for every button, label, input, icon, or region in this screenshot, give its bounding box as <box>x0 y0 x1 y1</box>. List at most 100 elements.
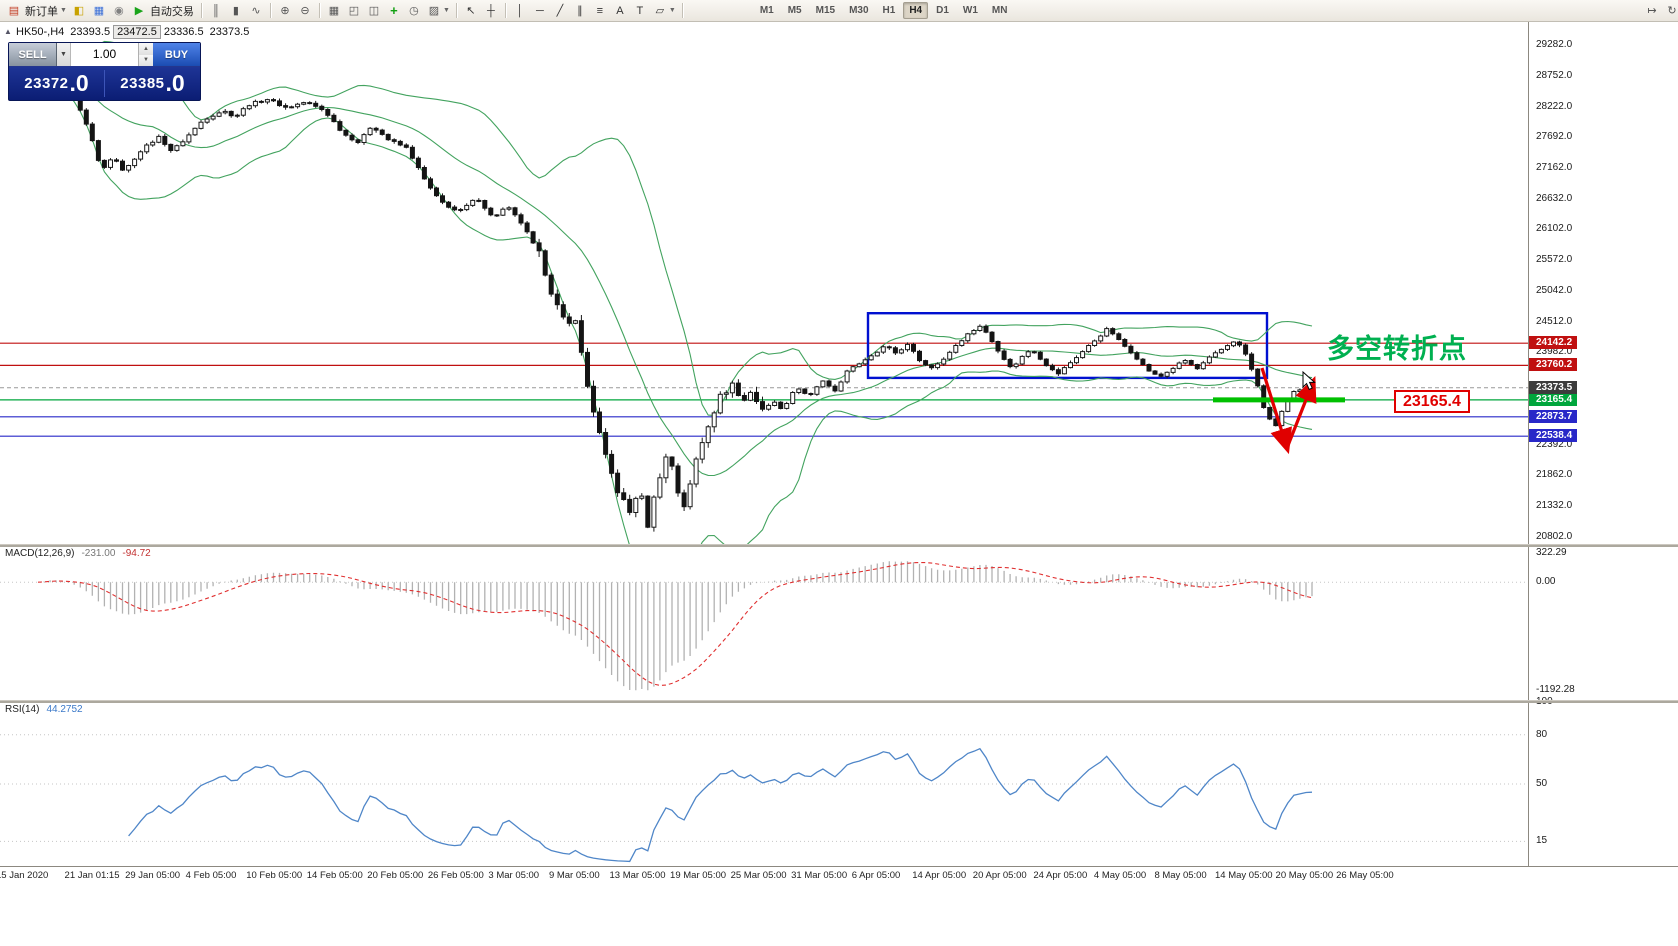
mouse-cursor <box>1302 370 1316 391</box>
line-chart-button-icon[interactable]: ∿ <box>251 5 261 17</box>
rsi-tick: 15 <box>1536 835 1548 846</box>
fibonacci-button-icon[interactable]: ≡ <box>596 4 604 17</box>
time-label: 29 Jan 05:00 <box>125 870 181 881</box>
cascade-windows-button-icon[interactable]: ◰ <box>348 5 360 17</box>
horizontal-line-button-icon[interactable]: ─ <box>535 4 544 17</box>
price-tick: 26632.0 <box>1536 193 1573 204</box>
shapes-button-dropdown-icon[interactable]: ▼ <box>668 7 676 14</box>
macd-panel[interactable] <box>0 546 1528 700</box>
text-label-button-icon[interactable]: T <box>636 4 644 17</box>
consolidation-rectangle[interactable] <box>866 312 1269 380</box>
candlestick-chart-button-icon[interactable]: ▮ <box>232 5 239 17</box>
toolbar-separator <box>269 3 271 18</box>
price-tick: 29282.0 <box>1536 39 1573 50</box>
timeframe-m1-button[interactable]: M1 <box>759 5 774 16</box>
sell-button[interactable]: SELL <box>9 43 57 66</box>
vertical-line-button-icon[interactable]: │ <box>516 4 524 17</box>
rsi-indicator-label: RSI(14) 44.2752 <box>5 704 83 715</box>
red-arrow-2[interactable] <box>1285 376 1317 449</box>
panel-splitter-macd[interactable] <box>0 544 1678 547</box>
expert-advisor-button-icon[interactable]: ◉ <box>114 5 124 17</box>
time-label: 4 May 05:00 <box>1093 870 1147 881</box>
timeframe-d1-button[interactable]: D1 <box>936 5 949 16</box>
volume-input[interactable]: 1.00 <box>92 47 117 61</box>
crosshair-button-icon[interactable]: ┼ <box>486 4 495 17</box>
periods-button-icon[interactable]: ◷ <box>409 5 419 17</box>
new-order-button-label[interactable]: 新订单 <box>25 5 58 18</box>
timeframe-h4-button[interactable]: H4 <box>903 2 929 19</box>
red-arrow-1[interactable] <box>1260 367 1292 455</box>
time-label: 26 Feb 05:00 <box>427 870 484 881</box>
panel-splitter-rsi[interactable] <box>0 700 1678 703</box>
new-order-button-icon[interactable]: ▤ <box>8 5 20 17</box>
zoom-out-button-icon[interactable]: ⊖ <box>300 5 310 17</box>
auto-scroll-button-icon[interactable]: ↻ <box>1667 5 1677 17</box>
timeframe-mn-button[interactable]: MN <box>991 5 1008 16</box>
auto-trading-button-label[interactable]: 自动交易 <box>149 5 194 18</box>
volume-stepper[interactable]: ▲ ▼ <box>138 43 153 66</box>
time-label: 14 Feb 05:00 <box>306 870 363 881</box>
macd-name: MACD(12,26,9) <box>5 548 75 559</box>
ohlc-low: 23336.5 <box>163 26 204 38</box>
bar-chart-button-icon[interactable]: ║ <box>212 4 220 17</box>
macd-main-value: -231.00 <box>81 548 116 559</box>
price-tick: 28222.0 <box>1536 101 1573 112</box>
bollinger-upper <box>49 40 1313 416</box>
timeframe-m30-button[interactable]: M30 <box>849 5 869 16</box>
cursor-button-icon[interactable]: ↖ <box>466 5 476 17</box>
time-label: 10 Feb 05:00 <box>246 870 303 881</box>
turning-point-annotation[interactable]: 多空转折点 <box>1327 334 1467 364</box>
price-tick: 24512.0 <box>1536 316 1573 327</box>
volume-up-icon[interactable]: ▲ <box>139 43 153 55</box>
time-axis[interactable]: 15 Jan 2020 21 Jan 01:15 29 Jan 05:00 4 Feb… <box>0 866 1678 946</box>
time-label: 25 Mar 05:00 <box>730 870 787 881</box>
one-click-trading-panel: SELL ▼ 1.00 ▲ ▼ BUY 23372 .0 23385 .0 <box>8 42 201 101</box>
price-tick: 22392.0 <box>1536 439 1573 450</box>
time-label: 26 May 05:00 <box>1336 870 1394 881</box>
timeframe-m5-button[interactable]: M5 <box>787 5 802 16</box>
rsi-tick: 80 <box>1536 729 1548 740</box>
toolbar-separator <box>318 3 320 18</box>
volume-dropdown-icon[interactable]: ▼ <box>57 43 71 66</box>
profile-button-icon[interactable]: ▦ <box>93 5 105 17</box>
time-label: 20 May 05:00 <box>1275 870 1334 881</box>
price-tick: 26102.0 <box>1536 223 1573 234</box>
chart-title: HK50-,H4 23393.5 23472.5 23336.5 23373.5 <box>16 25 249 39</box>
chart-window-button-icon[interactable]: ◧ <box>73 5 85 17</box>
volume-down-icon[interactable]: ▼ <box>139 54 153 66</box>
chart-shift-button-icon[interactable]: ↦ <box>1647 5 1657 17</box>
price-line-label: 22873.7 <box>1529 410 1578 423</box>
buy-button[interactable]: BUY <box>153 43 200 66</box>
channel-button-icon[interactable]: ∥ <box>577 5 583 17</box>
price-chart[interactable] <box>0 20 1528 544</box>
price-tick: 20802.0 <box>1536 531 1573 542</box>
bear-candles <box>35 68 1279 528</box>
ohlc-high: 23472.5 <box>113 25 161 39</box>
sell-price[interactable]: 23372 .0 <box>9 67 104 100</box>
rsi-tick: 50 <box>1536 778 1548 789</box>
toolbar-separator <box>200 3 202 18</box>
price-axis[interactable]: 29282.0 28752.0 28222.0 27692.0 27162.0 26632… <box>1528 20 1678 866</box>
toolbar-separator <box>504 3 506 18</box>
templates-button-icon[interactable]: ▨ <box>428 5 440 17</box>
arrange-vertical-button-icon[interactable]: ◫ <box>368 5 380 17</box>
auto-trading-button-icon[interactable]: ▶ <box>134 5 144 17</box>
rsi-panel[interactable] <box>0 702 1528 866</box>
buy-price[interactable]: 23385 .0 <box>105 67 200 100</box>
timeframe-h1-button[interactable]: H1 <box>882 5 896 16</box>
timeframe-w1-button[interactable]: W1 <box>962 5 978 16</box>
one-click-collapse-icon[interactable]: ▲ <box>4 27 12 36</box>
support-price-callout[interactable]: 23165.4 <box>1394 390 1470 413</box>
add-indicator-button-icon[interactable]: + <box>390 3 398 18</box>
time-label: 31 Mar 05:00 <box>791 870 848 881</box>
new-order-button-dropdown-icon[interactable]: ▼ <box>60 7 67 14</box>
tile-windows-button-icon[interactable]: ▦ <box>328 5 340 17</box>
zoom-in-button-icon[interactable]: ⊕ <box>280 5 290 17</box>
time-label: 14 Apr 05:00 <box>912 870 967 881</box>
buy-price-pips: .0 <box>165 70 185 96</box>
timeframe-m15-button[interactable]: M15 <box>815 5 836 16</box>
trendline-button-icon[interactable]: ╱ <box>556 5 564 17</box>
text-button-icon[interactable]: A <box>616 4 624 17</box>
shapes-button-icon[interactable]: ▱ <box>655 5 665 17</box>
templates-button-dropdown-icon[interactable]: ▼ <box>442 7 450 14</box>
